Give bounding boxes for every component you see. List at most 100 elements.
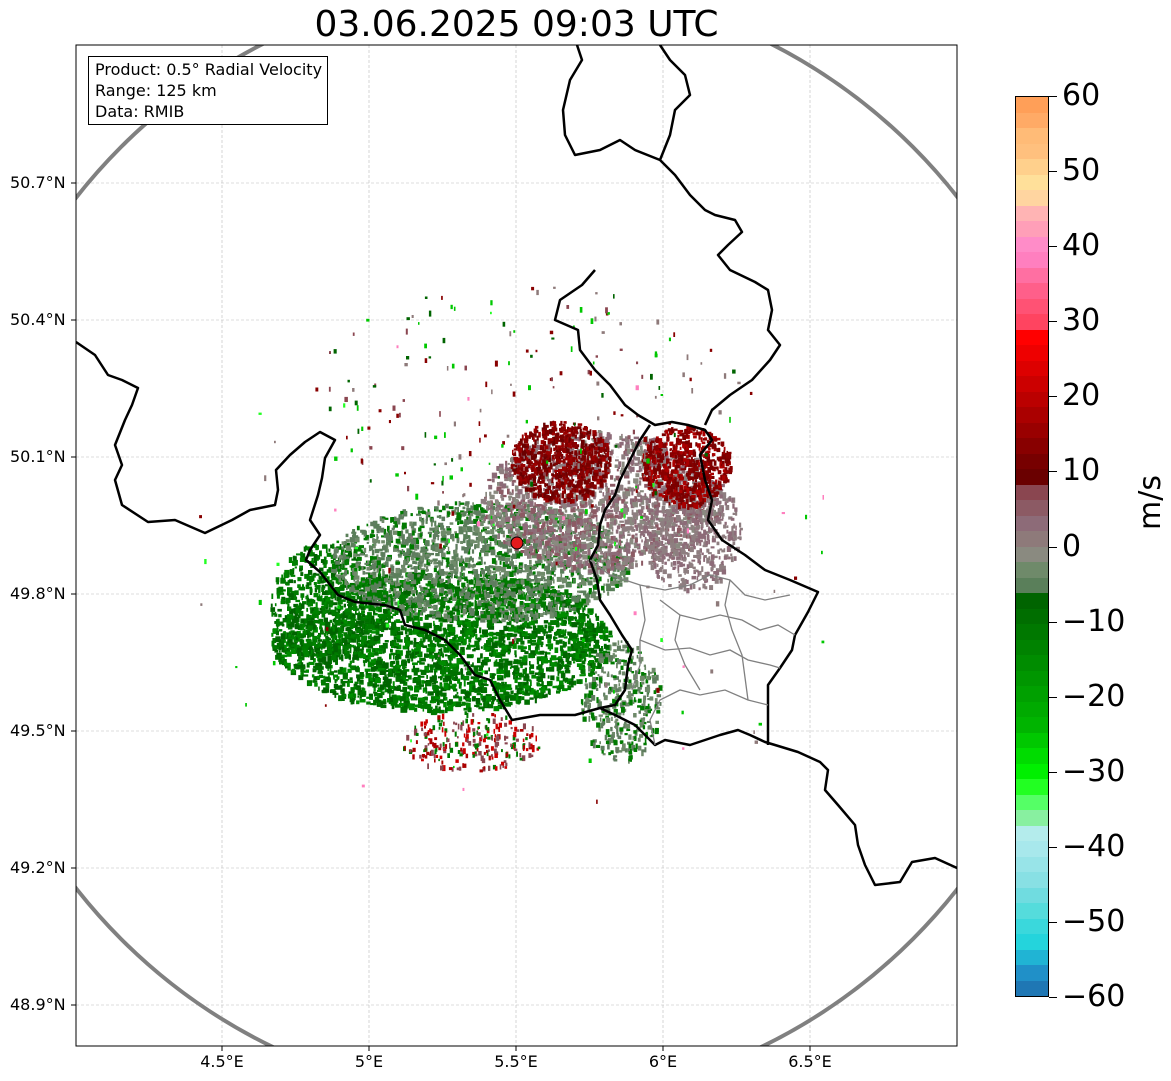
colorbar-segment <box>1016 267 1048 283</box>
colorbar-tick-label: 40 <box>1062 228 1101 264</box>
colorbar-segment <box>1016 422 1048 438</box>
colorbar-segment <box>1016 438 1048 454</box>
lat-label: 49.2°N <box>10 858 66 877</box>
echo-cluster <box>403 711 541 773</box>
velocity-colorbar <box>1015 96 1049 997</box>
colorbar-tick <box>1049 696 1057 698</box>
colorbar-segment <box>1016 686 1048 702</box>
border-luxembourg-belgium <box>588 424 652 710</box>
echo-cluster <box>510 420 612 505</box>
colorbar-segment <box>1016 314 1048 330</box>
colorbar-tick-label: 60 <box>1062 78 1101 113</box>
colorbar-segment <box>1016 500 1048 516</box>
colorbar-segment <box>1016 918 1048 934</box>
lon-label: 6.5°E <box>788 1052 832 1071</box>
colorbar-segment <box>1016 608 1048 624</box>
colorbar-segment <box>1016 748 1048 764</box>
colorbar-segment <box>1016 562 1048 578</box>
colorbar-segment <box>1016 810 1048 826</box>
colorbar-segment <box>1016 670 1048 686</box>
echo-cluster <box>270 540 393 663</box>
colorbar-segment <box>1016 298 1048 314</box>
colorbar-tick <box>1049 997 1057 998</box>
colorbar-tick <box>1049 396 1057 398</box>
colorbar-segment <box>1016 732 1048 748</box>
colorbar-tick-label: 50 <box>1062 153 1101 189</box>
colorbar-segment <box>1016 856 1048 872</box>
colorbar-segment <box>1016 701 1048 717</box>
radar-site-marker <box>510 536 524 550</box>
colorbar-tick-label: 20 <box>1062 378 1101 414</box>
colorbar-segment <box>1016 221 1048 237</box>
colorbar-segment <box>1016 841 1048 857</box>
colorbar-segment <box>1016 159 1048 175</box>
colorbar-tick <box>1049 246 1057 248</box>
colorbar-segment <box>1016 717 1048 733</box>
colorbar-segment <box>1016 872 1048 888</box>
colorbar-segment <box>1016 779 1048 795</box>
product-line: Product: 0.5° Radial Velocity <box>95 60 323 79</box>
colorbar-segment <box>1016 484 1048 500</box>
colorbar-tick-label: −60 <box>1062 979 1126 1014</box>
echo-cluster <box>315 286 741 521</box>
colorbar-segment <box>1016 949 1048 965</box>
colorbar-segment <box>1016 360 1048 376</box>
colorbar-segment <box>1016 794 1048 810</box>
lat-label: 48.9°N <box>10 995 66 1014</box>
colorbar-segment <box>1016 624 1048 640</box>
lon-label: 4.5°E <box>200 1052 244 1071</box>
colorbar-segment <box>1016 205 1048 221</box>
admin-borders <box>589 559 796 746</box>
colorbar-segment <box>1016 345 1048 361</box>
country-borders <box>76 45 957 887</box>
lon-label: 5°E <box>354 1052 384 1071</box>
colorbar-segment <box>1016 283 1048 299</box>
colorbar-tick-label: 0 <box>1062 528 1082 564</box>
product-info-box: Product: 0.5° Radial Velocity Range: 125… <box>88 56 329 125</box>
chart-title: 03.06.2025 09:03 UTC <box>314 4 719 45</box>
colorbar-segment <box>1016 97 1048 113</box>
colorbar-segment <box>1016 546 1048 562</box>
colorbar-segment <box>1016 174 1048 190</box>
colorbar-tick <box>1049 471 1057 473</box>
colorbar-segment <box>1016 128 1048 144</box>
colorbar-tick <box>1049 621 1057 623</box>
colorbar-tick <box>1049 321 1057 323</box>
lat-label: 49.5°N <box>10 721 66 740</box>
colorbar-segment <box>1016 887 1048 903</box>
range-line: Range: 125 km <box>95 81 217 100</box>
colorbar-segment <box>1016 376 1048 392</box>
colorbar-segment <box>1016 112 1048 128</box>
lat-label: 50.4°N <box>10 310 66 329</box>
lon-label: 6°E <box>648 1052 678 1071</box>
colorbar-segment <box>1016 391 1048 407</box>
border-belgium-france-west <box>76 340 957 887</box>
colorbar-segment <box>1016 980 1048 996</box>
lat-label: 50.1°N <box>10 447 66 466</box>
colorbar-tick <box>1049 96 1057 97</box>
colorbar-tick-label: −10 <box>1062 603 1126 639</box>
colorbar-segment <box>1016 655 1048 671</box>
colorbar-segment <box>1016 825 1048 841</box>
echo-cluster <box>580 640 663 764</box>
lat-label: 49.8°N <box>10 584 66 603</box>
axis-ticks <box>71 182 811 1051</box>
colorbar-tick <box>1049 846 1057 848</box>
colorbar-tick <box>1049 921 1057 923</box>
colorbar-tick-label: 10 <box>1062 453 1101 489</box>
echo-cluster <box>199 311 825 804</box>
colorbar-tick <box>1049 546 1057 548</box>
colorbar-unit-label: m/s <box>1133 475 1168 530</box>
radar-echoes <box>199 286 825 804</box>
colorbar-segment <box>1016 577 1048 593</box>
colorbar-segment <box>1016 329 1048 345</box>
colorbar-segment <box>1016 515 1048 531</box>
colorbar-segment <box>1016 453 1048 469</box>
colorbar-tick <box>1049 771 1057 773</box>
colorbar-tick <box>1049 171 1057 173</box>
lon-label: 5.5°E <box>494 1052 538 1071</box>
colorbar-segment <box>1016 143 1048 159</box>
source-line: Data: RMIB <box>95 102 185 121</box>
colorbar-segment <box>1016 236 1048 252</box>
colorbar-segment <box>1016 903 1048 919</box>
